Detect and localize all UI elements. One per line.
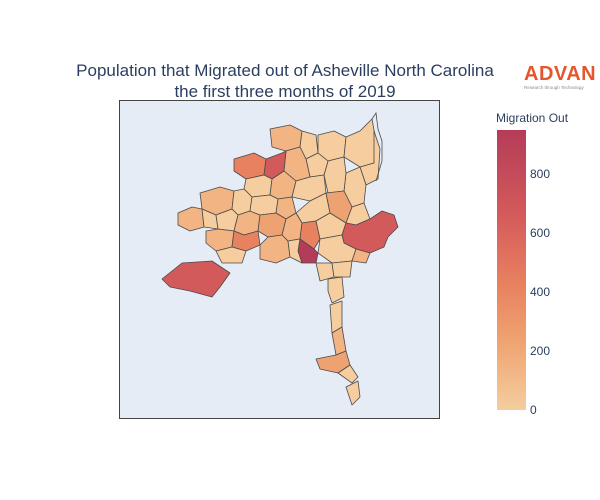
map-region[interactable]	[249, 194, 279, 216]
logo-wordmark: ADVAN	[524, 63, 597, 85]
map-region[interactable]	[177, 206, 205, 232]
map-region[interactable]	[287, 238, 303, 264]
colorbar-tick-label: 0	[530, 403, 537, 417]
colorbar-tick-label: 200	[530, 344, 551, 358]
map-region[interactable]	[337, 364, 359, 384]
map-region[interactable]	[259, 234, 291, 264]
map-region[interactable]	[215, 246, 247, 264]
map-region[interactable]	[269, 124, 303, 152]
colorbar-title: Migration Out	[496, 111, 569, 125]
map-region[interactable]	[327, 276, 345, 304]
map-regions[interactable]	[120, 101, 440, 419]
choropleth-map[interactable]	[119, 100, 440, 419]
map-region[interactable]	[351, 248, 371, 264]
map-region[interactable]	[257, 212, 287, 238]
map-region[interactable]	[299, 220, 321, 250]
map-title-line-1: Population that Migrated out of Ashevill…	[76, 61, 494, 80]
map-region[interactable]	[161, 260, 231, 298]
map-region[interactable]	[345, 380, 361, 406]
river-line	[371, 111, 383, 182]
colorbar-tick-label: 600	[530, 226, 551, 240]
colorbar-tick-label: 800	[530, 167, 551, 181]
colorbar-gradient	[497, 130, 526, 410]
map-region[interactable]	[233, 152, 267, 180]
map-region[interactable]	[331, 260, 353, 278]
map-title-line-2: the first three months of 2019	[174, 82, 396, 101]
map-region[interactable]	[343, 118, 377, 168]
colorbar-tick-label: 400	[530, 285, 551, 299]
logo-tagline: Research through Technology	[524, 85, 584, 90]
map-title: Population that Migrated out of Ashevill…	[0, 60, 570, 102]
advan-logo: ADVAN Research through Technology	[524, 64, 596, 91]
